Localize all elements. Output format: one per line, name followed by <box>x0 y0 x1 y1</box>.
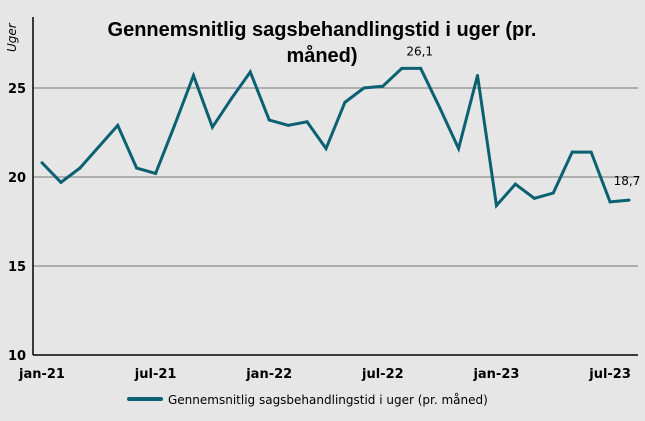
y-axis-label: Uger <box>5 22 19 52</box>
x-tick-label: jul-21 <box>134 367 177 382</box>
data-point <box>419 66 423 70</box>
series-line <box>40 66 630 209</box>
data-point <box>267 118 271 122</box>
data-point <box>40 161 44 165</box>
data-point <box>343 100 347 104</box>
data-point <box>551 191 555 195</box>
data-point <box>154 171 158 175</box>
data-point <box>570 150 574 154</box>
x-tick-labels: jan-21 jul-21 jan-22 jul-22 jan-23 jul-23 <box>18 367 631 382</box>
x-tick-label: jan-23 <box>472 367 519 382</box>
data-label: 18,7 <box>614 174 641 188</box>
data-point <box>248 70 252 74</box>
data-point <box>457 147 461 151</box>
y-tick-label: 15 <box>8 260 26 275</box>
data-point <box>286 123 290 127</box>
data-point <box>608 200 612 204</box>
data-point <box>589 150 593 154</box>
data-point <box>476 74 480 78</box>
legend-label: Gennemsnitlig sagsbehandlingstid i uger … <box>168 393 488 407</box>
data-point <box>78 166 82 170</box>
data-point <box>210 125 214 129</box>
chart-title-line-2: måned) <box>286 44 357 67</box>
x-tick-label: jul-23 <box>588 367 631 382</box>
x-tick-label: jan-21 <box>18 367 65 382</box>
data-label: 26,1 <box>406 44 433 58</box>
chart-title-line-1: Gennemsnitlig sagsbehandlingstid i uger … <box>108 19 537 41</box>
data-point <box>229 97 233 101</box>
data-point <box>191 74 195 78</box>
y-tick-label: 10 <box>8 349 26 364</box>
data-point <box>324 147 328 151</box>
data-point <box>494 203 498 207</box>
x-tick-label: jul-22 <box>361 367 404 382</box>
data-point <box>97 145 101 149</box>
data-point <box>627 198 631 202</box>
data-point <box>305 120 309 124</box>
data-point <box>362 86 366 90</box>
y-tick-labels: 10 15 20 25 <box>8 82 26 364</box>
data-point <box>116 123 120 127</box>
data-point <box>400 66 404 70</box>
y-tick-label: 20 <box>8 171 26 186</box>
series-group <box>40 66 631 209</box>
data-point <box>381 84 385 88</box>
data-point <box>173 123 177 127</box>
data-point <box>513 182 517 186</box>
y-tick-label: 25 <box>8 82 26 97</box>
legend: Gennemsnitlig sagsbehandlingstid i uger … <box>127 393 488 407</box>
data-point <box>135 166 139 170</box>
data-point <box>532 196 536 200</box>
data-point <box>438 106 442 110</box>
gridlines <box>33 87 638 267</box>
data-point <box>59 180 63 184</box>
data-labels: 26,1 18,7 <box>406 44 640 188</box>
x-tick-label: jan-22 <box>245 367 292 382</box>
